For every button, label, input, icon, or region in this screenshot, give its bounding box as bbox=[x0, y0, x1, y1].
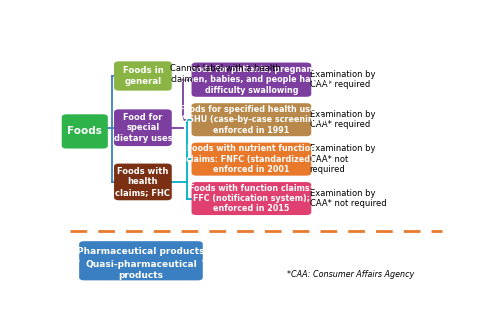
Text: Quasi-pharmaceutical
products: Quasi-pharmaceutical products bbox=[85, 260, 197, 280]
Text: Examination by
CAA* not required: Examination by CAA* not required bbox=[310, 189, 386, 208]
Text: Foods for specified health uses:
FOSHU (case-by-case screening);
enforced in 199: Foods for specified health uses: FOSHU (… bbox=[176, 105, 326, 135]
FancyBboxPatch shape bbox=[114, 164, 172, 200]
Text: Examination by
CAA* required: Examination by CAA* required bbox=[310, 70, 375, 89]
FancyBboxPatch shape bbox=[62, 114, 108, 148]
Text: Pharmaceutical products: Pharmaceutical products bbox=[77, 247, 204, 256]
FancyBboxPatch shape bbox=[192, 182, 312, 215]
Text: Foods: Foods bbox=[68, 126, 102, 136]
FancyBboxPatch shape bbox=[192, 103, 312, 136]
Text: Foods for patients, pregnant
women, babies, and people having
difficulty swallow: Foods for patients, pregnant women, babi… bbox=[172, 65, 330, 95]
FancyBboxPatch shape bbox=[79, 241, 203, 262]
Text: Examination by
CAA* not
required: Examination by CAA* not required bbox=[310, 144, 375, 174]
Text: Foods with function claims:
FFC (notification system);
enforced in 2015: Foods with function claims: FFC (notific… bbox=[190, 184, 314, 213]
FancyBboxPatch shape bbox=[114, 109, 172, 146]
Text: Foods with nutrient function
claims: FNFC (standardized);
enforced in 2001: Foods with nutrient function claims: FNF… bbox=[186, 144, 317, 174]
FancyBboxPatch shape bbox=[192, 143, 312, 176]
Text: Examination by
CAA* required: Examination by CAA* required bbox=[310, 110, 375, 129]
Text: Foods with
health
claims; FHC: Foods with health claims; FHC bbox=[116, 167, 170, 197]
Text: *CAA: Consumer Affairs Agency: *CAA: Consumer Affairs Agency bbox=[287, 270, 414, 279]
FancyBboxPatch shape bbox=[114, 61, 172, 91]
Text: Cannot label with a health
claim: Cannot label with a health claim bbox=[170, 64, 281, 84]
FancyBboxPatch shape bbox=[192, 62, 312, 97]
FancyBboxPatch shape bbox=[79, 260, 203, 280]
Text: Food for
special
dietary uses: Food for special dietary uses bbox=[114, 113, 172, 143]
Text: Foods in
general: Foods in general bbox=[122, 66, 164, 86]
